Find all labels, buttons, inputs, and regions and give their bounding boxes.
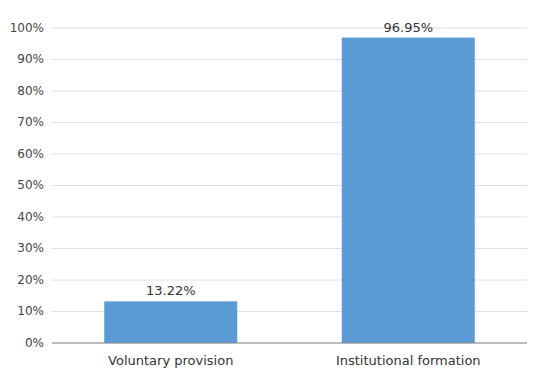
y-ticks: 0% 10% 20% 30% 40% 50% 60% 70% 80% 90% 100%	[10, 21, 44, 350]
data-label: 96.95%	[383, 20, 433, 35]
x-axis-line	[52, 343, 527, 344]
y-tick-label: 50%	[17, 178, 44, 192]
grid-line	[52, 343, 527, 344]
x-tick-label: Institutional formation	[336, 353, 481, 368]
y-tick-label: 100%	[10, 21, 44, 35]
grid-line	[52, 28, 527, 29]
y-tick-label: 60%	[17, 147, 44, 161]
y-tick-label: 70%	[17, 115, 44, 129]
y-grid	[52, 28, 527, 343]
y-tick-label: 30%	[17, 241, 44, 255]
y-tick-label: 40%	[17, 210, 44, 224]
y-tick-label: 90%	[17, 52, 44, 66]
x-tick-label: Voluntary provision	[108, 353, 233, 368]
y-tick-label: 80%	[17, 84, 44, 98]
bar	[104, 301, 237, 343]
y-tick-label: 20%	[17, 273, 44, 287]
y-tick-label: 10%	[17, 304, 44, 318]
bars	[104, 38, 475, 343]
chart: 0% 10% 20% 30% 40% 50% 60% 70% 80% 90% 100% 13.22% 9…	[0, 0, 543, 385]
data-labels: 13.22% 96.95%	[146, 20, 433, 299]
y-tick-label: 0%	[25, 336, 44, 350]
x-ticks: Voluntary provision Institutional formati…	[108, 353, 481, 368]
data-label: 13.22%	[146, 283, 196, 298]
bar	[342, 38, 475, 343]
